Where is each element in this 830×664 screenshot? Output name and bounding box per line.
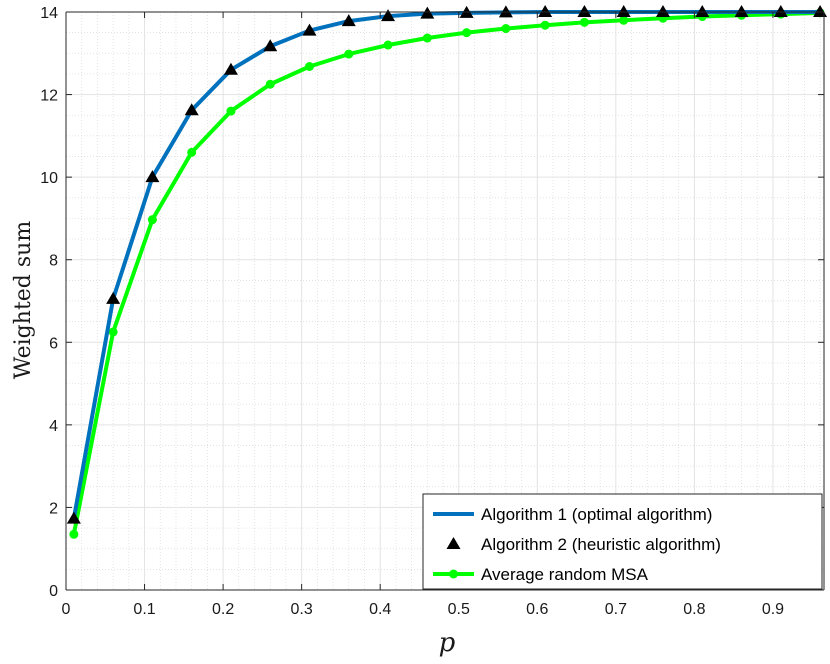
data-point-algorithm-2 <box>773 5 788 17</box>
data-point-algorithm-2 <box>734 5 749 17</box>
legend-label-algorithm-2: Algorithm 2 (heuristic algorithm) <box>481 535 721 554</box>
x-tick-label: 0.9 <box>762 601 784 618</box>
data-point-average-random-msa <box>383 40 393 50</box>
data-point-algorithm-2 <box>145 170 160 183</box>
data-point-algorithm-2 <box>66 511 81 524</box>
legend-marker-average-random-msa <box>449 569 458 579</box>
data-point-algorithm-2 <box>420 6 435 19</box>
data-point-algorithm-2 <box>498 5 513 18</box>
data-point-average-random-msa <box>344 49 354 59</box>
y-tick-label: 0 <box>49 583 58 600</box>
y-tick-label: 14 <box>40 5 58 22</box>
x-tick-label: 0.1 <box>133 601 155 618</box>
y-tick-label: 12 <box>40 88 58 105</box>
data-point-average-random-msa <box>187 147 197 157</box>
legend-label-average-random-msa: Average random MSA <box>481 565 649 584</box>
data-point-average-random-msa <box>422 33 432 43</box>
data-point-algorithm-2 <box>106 291 121 304</box>
minor-grid <box>66 12 824 590</box>
data-point-algorithm-2 <box>184 103 199 116</box>
axes <box>65 11 825 591</box>
data-point-average-random-msa <box>69 529 79 539</box>
data-point-algorithm-2 <box>223 62 238 75</box>
data-point-algorithm-2 <box>263 39 278 52</box>
data-point-algorithm-2 <box>695 5 710 17</box>
x-tick-label: 0.2 <box>212 601 234 618</box>
y-tick-label: 10 <box>40 170 58 187</box>
series-line-average-random-msa <box>71 10 821 535</box>
data-point-algorithm-2 <box>381 9 396 22</box>
y-tick-label: 4 <box>49 418 58 435</box>
y-tick-label: 2 <box>49 500 58 517</box>
legend-label-algorithm-1: Algorithm 1 (optimal algorithm) <box>481 505 712 524</box>
data-point-algorithm-2 <box>655 5 670 17</box>
x-tick-label: 0.7 <box>605 601 627 618</box>
data-point-average-random-msa <box>540 20 550 30</box>
legend-box <box>422 493 823 590</box>
x-tick-label: 0.8 <box>683 601 705 618</box>
x-tick-label: 0 <box>62 601 71 618</box>
data-point-average-random-msa <box>619 15 629 25</box>
x-tick-label: 0.4 <box>369 601 391 618</box>
data-point-average-random-msa <box>501 24 511 34</box>
data-point-algorithm-2 <box>577 5 592 17</box>
legend: Algorithm 1 (optimal algorithm) Algorith… <box>422 493 823 590</box>
series-layer <box>66 5 828 539</box>
data-point-average-random-msa <box>579 17 589 27</box>
data-point-average-random-msa <box>265 79 275 89</box>
data-point-algorithm-2 <box>302 23 317 36</box>
x-tick-label: 0.6 <box>526 601 548 618</box>
x-tick-label: 0.5 <box>448 601 470 618</box>
y-axis-label: Weighted sum <box>11 221 36 380</box>
data-point-average-random-msa <box>147 215 157 225</box>
data-point-algorithm-2 <box>616 5 631 17</box>
x-tick-label: 0.3 <box>291 601 313 618</box>
x-axis-label: p <box>439 628 456 658</box>
tick-labels: 0 0.1 0.2 0.3 0.4 0.5 0.6 0.7 0.8 0.9 0 2 4 6 8 10 12 14 <box>40 5 784 618</box>
y-tick-label: 6 <box>49 335 58 352</box>
data-point-average-random-msa <box>108 327 118 337</box>
legend-swatch-algorithm-2 <box>446 537 461 549</box>
data-point-algorithm-2 <box>538 5 553 17</box>
data-point-average-random-msa <box>305 61 315 71</box>
data-point-average-random-msa <box>462 28 472 38</box>
series-line-algorithm-1 <box>71 10 821 519</box>
y-tick-label: 8 <box>49 253 58 270</box>
data-point-average-random-msa <box>226 106 236 116</box>
data-point-algorithm-2 <box>341 14 356 27</box>
